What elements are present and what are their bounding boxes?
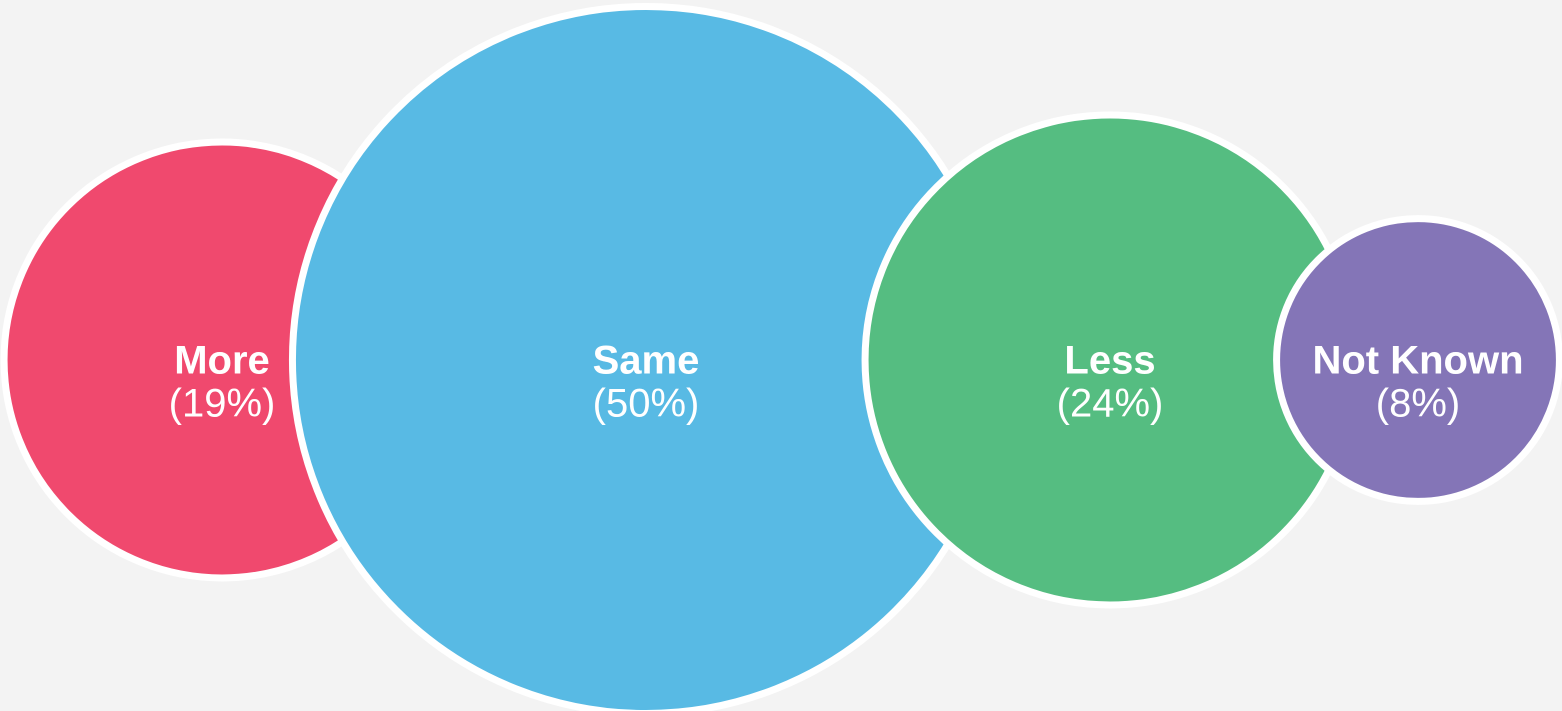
bubble-label: Less [1064, 339, 1155, 383]
bubble-value-label: (24%) [1057, 382, 1164, 426]
bubble-label: Not Known [1312, 339, 1523, 383]
bubble-value-label: (19%) [169, 382, 276, 426]
bubble-value-label: (50%) [593, 382, 700, 426]
bubble [1273, 215, 1562, 505]
bubble-label: More [174, 339, 270, 383]
bubble-label: Same [593, 339, 700, 383]
bubble-value-label: (8%) [1376, 382, 1460, 426]
